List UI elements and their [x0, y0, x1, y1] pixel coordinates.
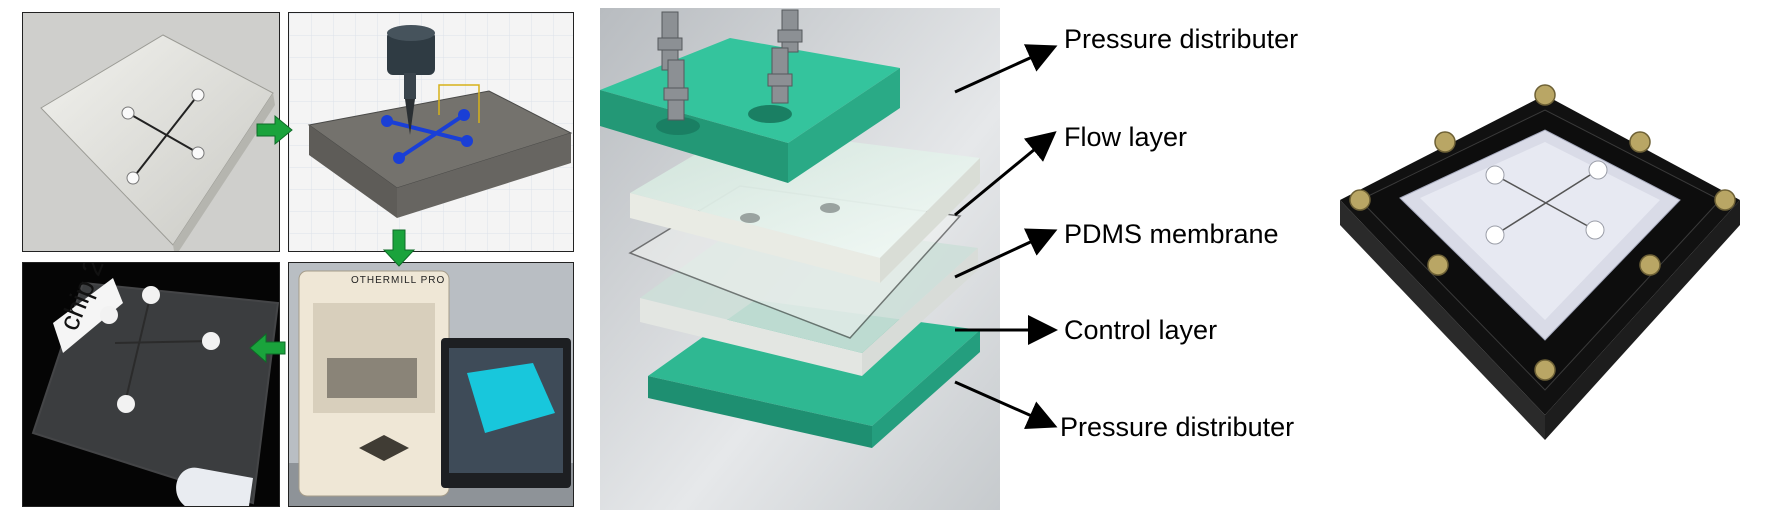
right-arrow-icon [256, 114, 293, 146]
label-pdms-membrane: PDMS membrane [1064, 219, 1279, 249]
chip-render-illustration [23, 13, 279, 251]
label-top-distributer: Pressure distributer [1064, 24, 1299, 54]
label-bottom-distributer: Pressure distributer [1060, 412, 1295, 442]
screw-icons [1349, 84, 1736, 381]
assembled-device-illustration [1320, 70, 1760, 440]
arrow-bottom-distributer [954, 380, 1058, 429]
arrow-flow-layer [954, 131, 1057, 217]
workflow-arrows [249, 114, 416, 364]
assembled-device-panel [1320, 70, 1760, 440]
cad-milling-panel [288, 12, 574, 252]
chip-photo-illustration [23, 263, 279, 506]
cad-toolpath-illustration [289, 13, 573, 251]
arrow-pdms-membrane [954, 228, 1058, 279]
mill-brand-label: OTHERMILL PRO [351, 275, 445, 286]
exploded-assembly-panel [600, 8, 1000, 510]
arrow-top-distributer [954, 44, 1058, 94]
milled-chip-photo-panel: chip 24 [22, 262, 280, 507]
desktop-mill-illustration [289, 263, 573, 506]
fittings [657, 9, 803, 121]
render-chip-panel [22, 12, 280, 252]
top-distributer-plate [600, 38, 900, 183]
label-control-layer: Control layer [1064, 315, 1218, 345]
chip-ports [1485, 160, 1608, 245]
label-flow-layer: Flow layer [1064, 122, 1188, 152]
exploded-stack-illustration [600, 8, 1000, 510]
chip-body [1399, 129, 1681, 341]
left-arrow-icon [249, 332, 286, 364]
mill-brand-text: OTHERMILL PRO [351, 275, 446, 286]
down-arrow-icon [382, 229, 416, 267]
desktop-mill-photo-panel: OTHERMILL PRO [288, 262, 574, 507]
